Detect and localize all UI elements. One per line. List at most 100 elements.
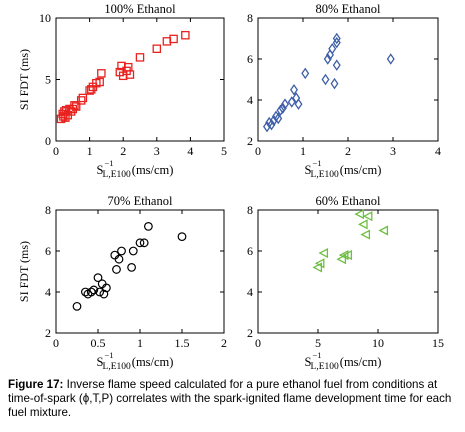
- caption-text: Inverse flame speed calculated for a pur…: [8, 378, 452, 419]
- data-point: [139, 238, 149, 248]
- x-tick-label: 0.5: [91, 336, 106, 350]
- data-point: [95, 77, 104, 87]
- figure-caption: Figure 17: Inverse flame speed calculate…: [8, 378, 460, 420]
- x-axis-label: S−1 L,E100(ms/cm): [305, 158, 382, 180]
- y-tick-label: 2: [247, 134, 253, 148]
- data-point: [386, 53, 395, 65]
- data-point: [287, 96, 296, 108]
- x-tick-label: 5: [221, 144, 227, 158]
- data-point: [360, 229, 371, 240]
- data-point: [70, 101, 79, 110]
- data-point: [301, 67, 310, 80]
- data-point: [177, 232, 187, 242]
- y-tick-label: 6: [45, 244, 51, 258]
- data-point: [80, 287, 90, 297]
- x-tick-label: 1.5: [175, 336, 190, 350]
- chart-panel-1: 100% Ethanol 0 1 2 3 4 5 0 5 10 SI FDT (ms) S−1 L,E1…: [17, 2, 227, 180]
- y-tick-label: 5: [45, 73, 51, 87]
- y-tick-label: 10: [39, 11, 51, 25]
- data-point: [127, 263, 137, 272]
- y-tick-label: 6: [247, 52, 253, 66]
- data-point: [330, 77, 339, 90]
- data-point: [135, 53, 145, 62]
- data-point: [86, 287, 96, 297]
- y-tick-label: 4: [45, 285, 51, 299]
- y-tick-label: 2: [45, 326, 51, 340]
- plot-frame: [257, 209, 439, 334]
- y-tick-label: 6: [247, 244, 253, 258]
- data-point: [267, 118, 276, 131]
- chart-title: 70% Ethanol: [108, 194, 173, 208]
- data-point: [328, 43, 337, 55]
- x-axis-label: S−1 L,E100(ms/cm): [97, 350, 174, 372]
- plot-frame: [257, 17, 439, 142]
- data-point: [89, 285, 99, 295]
- y-axis-label: SI FDT (ms): [17, 49, 31, 110]
- chart-panel-2: 80% Ethanol 0 1 2 3 4 2 4 6 8 S−1 L,E100(ms/cm): [247, 2, 441, 180]
- y-tick-label: 8: [247, 203, 253, 217]
- data-point: [332, 32, 341, 45]
- data-point: [97, 69, 106, 78]
- x-tick-label: 15: [432, 336, 444, 350]
- data-point: [78, 93, 88, 103]
- data-point: [87, 85, 96, 94]
- chart-title: 100% Ethanol: [104, 2, 176, 16]
- data-point: [312, 262, 323, 273]
- chart-panel-4: 60% Ethanol 0 5 10 15 2 4 6 8 S−1 L,E100(ms/cm): [247, 194, 444, 372]
- data-point: [101, 283, 111, 293]
- plot-frame: [55, 209, 225, 334]
- x-tick-label: 1: [137, 336, 143, 350]
- x-tick-label: 3: [154, 144, 160, 158]
- data-point: [169, 34, 178, 44]
- x-tick-label: 5: [315, 336, 321, 350]
- data-point: [274, 112, 283, 125]
- data-point: [128, 246, 138, 256]
- x-tick-label: 10: [372, 336, 384, 350]
- data-point: [342, 250, 353, 261]
- chart-title: 60% Ethanol: [316, 194, 381, 208]
- data-point: [378, 225, 389, 236]
- data-point: [276, 104, 285, 116]
- data-point: [358, 219, 368, 230]
- data-point: [72, 301, 82, 311]
- data-point: [332, 59, 341, 71]
- x-tick-label: 0: [255, 144, 261, 158]
- data-point: [152, 44, 162, 54]
- data-point: [336, 254, 347, 265]
- data-point: [59, 112, 68, 121]
- data-point: [117, 246, 126, 256]
- x-axis-label: S−1 L,E100(ms/cm): [97, 158, 174, 180]
- data-point: [354, 209, 365, 220]
- x-tick-label: 2: [120, 144, 126, 158]
- y-tick-label: 0: [45, 134, 51, 148]
- y-tick-label: 4: [247, 285, 253, 299]
- x-tick-label: 2: [221, 336, 227, 350]
- y-tick-label: 4: [247, 93, 253, 107]
- x-tick-label: 1: [87, 144, 93, 158]
- data-point: [318, 247, 329, 259]
- x-tick-label: 0: [255, 336, 261, 350]
- data-point: [323, 53, 332, 65]
- data-point: [71, 102, 81, 111]
- data-point: [112, 265, 121, 274]
- chart-panel-3: 70% Ethanol 0 0.5 1 1.5 2 2 4 6 8 SI FDT (ms) S−1 L,…: [17, 194, 227, 372]
- y-tick-label: 8: [45, 203, 51, 217]
- data-point: [278, 102, 287, 114]
- x-tick-label: 4: [435, 144, 441, 158]
- x-axis-label: S−1 L,E100(ms/cm): [305, 350, 382, 372]
- x-tick-label: 0: [53, 336, 59, 350]
- x-tick-label: 1: [300, 144, 306, 158]
- data-point: [290, 84, 298, 96]
- y-tick-label: 2: [247, 326, 253, 340]
- data-point: [135, 238, 145, 248]
- data-point: [281, 98, 289, 110]
- data-point: [114, 254, 124, 264]
- y-axis-label: SI FDT (ms): [17, 241, 31, 302]
- data-point: [181, 30, 190, 40]
- data-point: [76, 96, 86, 105]
- data-point: [143, 221, 153, 231]
- x-tick-label: 2: [345, 144, 351, 158]
- data-point: [294, 98, 303, 110]
- data-point: [321, 73, 330, 86]
